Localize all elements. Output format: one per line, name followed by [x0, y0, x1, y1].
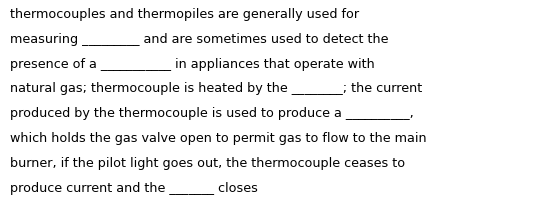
Text: which holds the gas valve open to permit gas to flow to the main: which holds the gas valve open to permit… — [10, 132, 427, 145]
Text: natural gas; thermocouple is heated by the ________; the current: natural gas; thermocouple is heated by t… — [10, 82, 422, 95]
Text: thermocouples and thermopiles are generally used for: thermocouples and thermopiles are genera… — [10, 8, 359, 21]
Text: produced by the thermocouple is used to produce a __________,: produced by the thermocouple is used to … — [10, 107, 413, 120]
Text: presence of a ___________ in appliances that operate with: presence of a ___________ in appliances … — [10, 58, 375, 71]
Text: measuring _________ and are sometimes used to detect the: measuring _________ and are sometimes us… — [10, 33, 388, 46]
Text: produce current and the _______ closes: produce current and the _______ closes — [10, 182, 258, 195]
Text: burner, if the pilot light goes out, the thermocouple ceases to: burner, if the pilot light goes out, the… — [10, 157, 405, 170]
